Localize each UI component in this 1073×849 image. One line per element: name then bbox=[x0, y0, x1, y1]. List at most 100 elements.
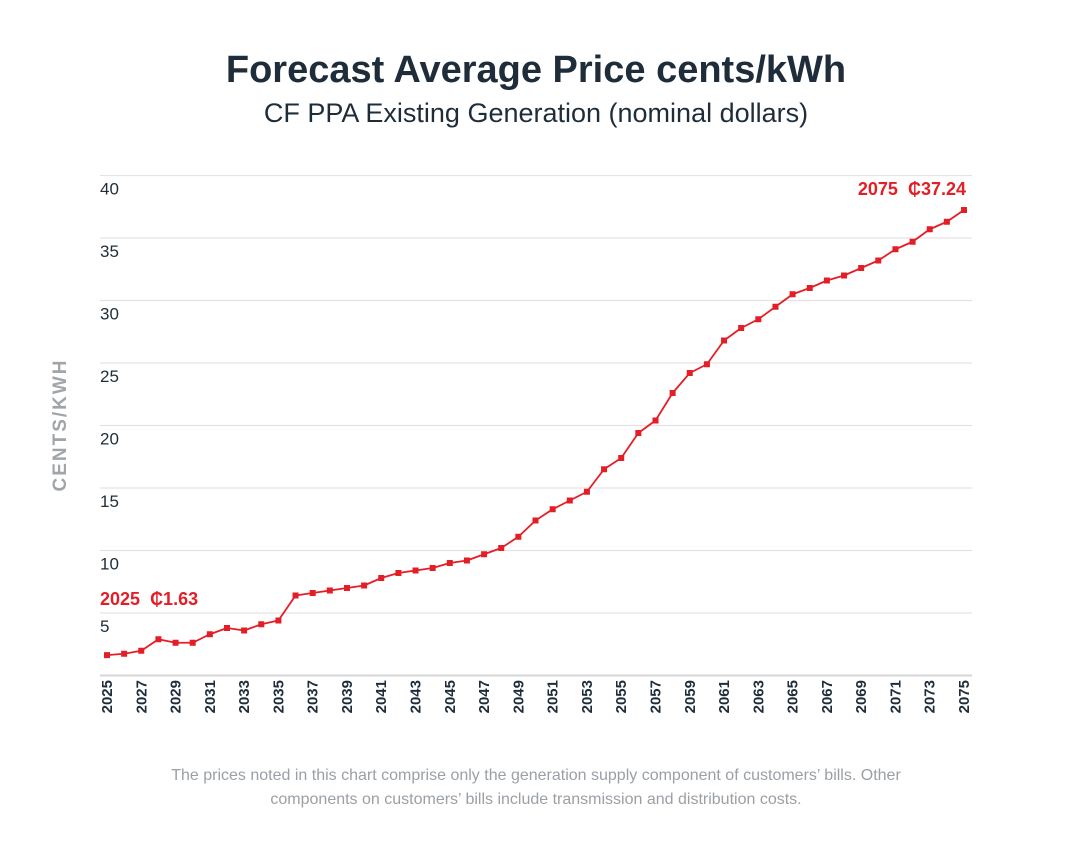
annotation-end: 2075 ₵37.24 bbox=[858, 179, 966, 199]
series-path bbox=[106, 209, 965, 657]
data-point-2025 bbox=[104, 652, 110, 659]
y-axis-ticks: 5 10 15 20 25 30 35 40 bbox=[100, 180, 119, 637]
data-point-2069 bbox=[858, 265, 865, 271]
data-point-2051 bbox=[549, 506, 556, 513]
data-point-2032 bbox=[223, 625, 230, 631]
data-point-2064 bbox=[772, 303, 779, 310]
data-point-2063 bbox=[755, 316, 762, 323]
x-tick-label: 2055 bbox=[613, 680, 630, 713]
annotation-start-value: ₵1.63 bbox=[150, 589, 198, 609]
data-point-2038 bbox=[326, 587, 333, 594]
y-tick-label: 35 bbox=[100, 242, 119, 261]
x-tick-label: 2071 bbox=[887, 680, 904, 713]
x-tick-label: 2063 bbox=[750, 680, 767, 713]
data-point-2036 bbox=[292, 592, 299, 599]
y-tick-label: 25 bbox=[100, 367, 119, 386]
data-point-2028 bbox=[155, 636, 162, 643]
x-tick-label: 2067 bbox=[819, 680, 836, 713]
data-point-2048 bbox=[498, 545, 505, 551]
data-point-2035 bbox=[275, 617, 282, 624]
data-point-2030 bbox=[189, 639, 196, 646]
y-tick-label: 10 bbox=[100, 555, 119, 574]
x-tick-label: 2061 bbox=[716, 680, 733, 713]
data-point-2060 bbox=[703, 361, 710, 368]
data-point-2056 bbox=[635, 430, 642, 436]
x-tick-label: 2045 bbox=[442, 680, 459, 713]
data-point-2043 bbox=[412, 567, 419, 574]
data-point-2057 bbox=[652, 417, 659, 424]
data-point-2068 bbox=[841, 272, 848, 279]
annotation-start: 2025 ₵1.63 bbox=[100, 589, 198, 609]
data-point-2026 bbox=[121, 650, 128, 657]
data-point-2045 bbox=[446, 560, 453, 566]
x-tick-label: 2047 bbox=[476, 680, 493, 713]
data-point-2070 bbox=[875, 257, 882, 264]
data-point-2072 bbox=[909, 238, 916, 245]
x-tick-label: 2037 bbox=[305, 680, 322, 713]
x-axis-ticks: 2025 2027 2029 2031 2033 2035 2037 2039 2041 2043… bbox=[99, 680, 973, 713]
data-point-2055 bbox=[618, 455, 625, 461]
y-tick-label: 15 bbox=[100, 492, 119, 511]
annotation-start-year: 2025 bbox=[100, 589, 140, 609]
data-point-2040 bbox=[361, 582, 368, 589]
x-tick-label: 2025 bbox=[99, 680, 116, 713]
x-tick-label: 2049 bbox=[510, 680, 527, 713]
y-tick-label: 5 bbox=[100, 617, 109, 636]
data-point-2034 bbox=[258, 621, 265, 628]
data-point-2054 bbox=[601, 466, 608, 473]
data-point-2041 bbox=[378, 575, 385, 581]
data-point-2061 bbox=[721, 337, 728, 344]
x-tick-label: 2059 bbox=[682, 680, 699, 713]
data-point-2067 bbox=[823, 277, 830, 284]
data-point-2073 bbox=[926, 226, 933, 233]
footnote-line-1: The prices noted in this chart comprise … bbox=[171, 767, 901, 784]
x-tick-label: 2039 bbox=[339, 680, 356, 713]
data-point-2062 bbox=[738, 325, 745, 331]
data-point-2074 bbox=[943, 218, 950, 225]
footnote-line-2: components on customers’ bills include t… bbox=[270, 791, 801, 808]
data-point-2031 bbox=[206, 631, 213, 638]
data-point-2042 bbox=[395, 570, 402, 576]
x-tick-label: 2073 bbox=[922, 680, 939, 713]
data-point-2027 bbox=[138, 647, 145, 654]
data-point-2065 bbox=[789, 291, 796, 298]
data-point-2039 bbox=[343, 585, 350, 591]
data-point-2050 bbox=[532, 517, 539, 524]
x-tick-label: 2069 bbox=[853, 680, 870, 713]
x-tick-label: 2031 bbox=[202, 680, 219, 713]
series-line bbox=[104, 207, 967, 659]
x-tick-label: 2053 bbox=[579, 680, 596, 713]
x-tick-label: 2057 bbox=[647, 680, 664, 713]
data-point-2037 bbox=[309, 590, 316, 596]
data-point-2075 bbox=[961, 207, 967, 213]
x-tick-label: 2075 bbox=[956, 680, 973, 713]
data-point-2052 bbox=[566, 497, 573, 504]
data-point-2071 bbox=[892, 246, 899, 253]
x-tick-label: 2065 bbox=[785, 680, 802, 713]
data-point-2029 bbox=[172, 639, 179, 646]
data-point-2033 bbox=[241, 627, 248, 634]
data-point-2066 bbox=[806, 285, 813, 291]
x-tick-label: 2051 bbox=[545, 680, 562, 713]
data-point-2053 bbox=[583, 488, 590, 495]
gridlines bbox=[100, 174, 972, 677]
data-point-2049 bbox=[515, 533, 522, 540]
data-point-2058 bbox=[669, 390, 676, 396]
x-tick-label: 2041 bbox=[373, 680, 390, 713]
y-tick-label: 40 bbox=[100, 180, 119, 199]
x-tick-label: 2035 bbox=[270, 680, 287, 713]
data-point-2047 bbox=[481, 551, 488, 558]
x-tick-label: 2029 bbox=[168, 680, 185, 713]
data-point-2044 bbox=[429, 565, 436, 571]
y-tick-label: 30 bbox=[100, 305, 119, 324]
annotation-end-value: ₵37.24 bbox=[908, 179, 966, 199]
y-axis-label: CENTS/KWH bbox=[50, 358, 71, 491]
annotation-end-year: 2075 bbox=[858, 179, 898, 199]
chart-title: Forecast Average Price cents/kWh bbox=[226, 49, 846, 91]
x-tick-label: 2033 bbox=[236, 680, 253, 713]
y-tick-label: 20 bbox=[100, 430, 119, 449]
data-point-2059 bbox=[686, 370, 693, 376]
chart-subtitle: CF PPA Existing Generation (nominal doll… bbox=[264, 98, 808, 128]
data-point-2046 bbox=[463, 557, 470, 564]
